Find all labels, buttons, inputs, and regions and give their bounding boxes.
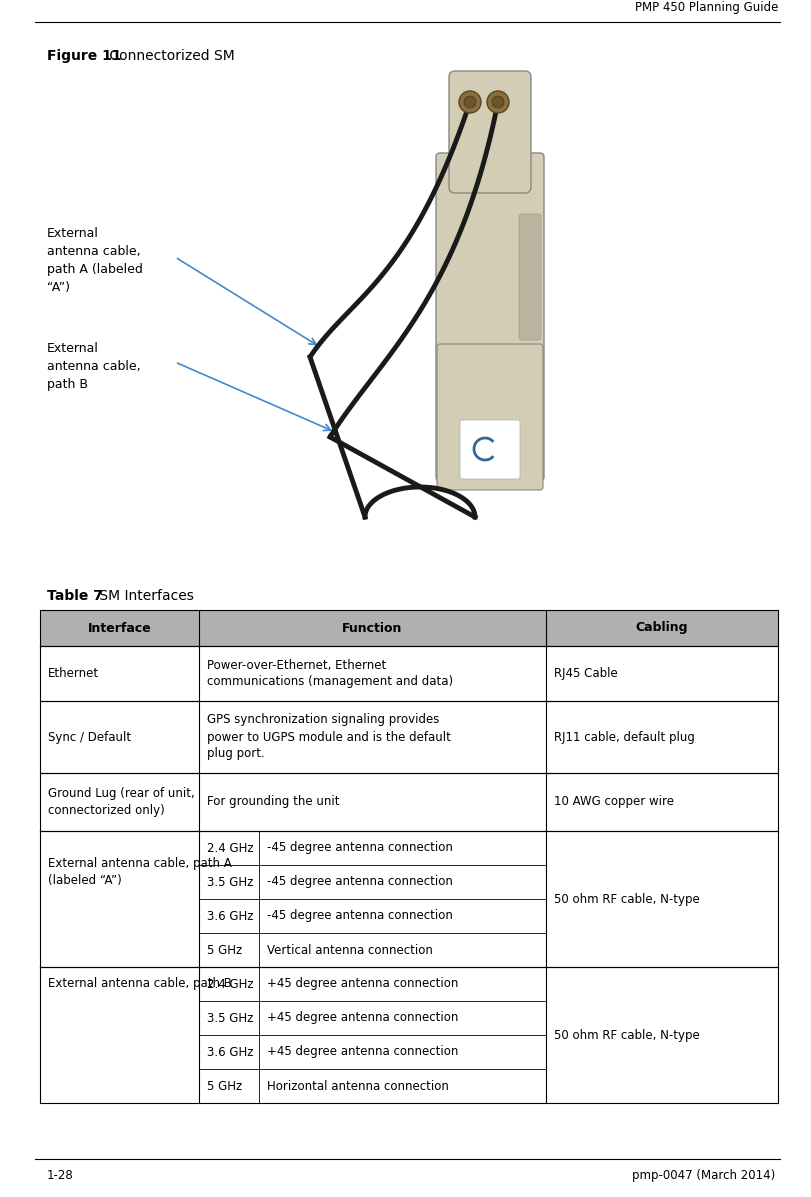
Text: External
antenna cable,
path B: External antenna cable, path B xyxy=(47,342,140,391)
Text: SM Interfaces: SM Interfaces xyxy=(95,589,194,603)
Text: Table 7: Table 7 xyxy=(47,589,103,603)
Text: Sync / Default: Sync / Default xyxy=(48,730,131,743)
Text: Connectorized SM: Connectorized SM xyxy=(105,49,234,63)
Text: External antenna cable, path A
(labeled “A”): External antenna cable, path A (labeled … xyxy=(48,857,232,887)
Text: Horizontal antenna connection: Horizontal antenna connection xyxy=(267,1080,448,1093)
Text: PMP 450 Planning Guide: PMP 450 Planning Guide xyxy=(635,1,778,14)
Text: Power-over-Ethernet, Ethernet
communications (management and data): Power-over-Ethernet, Ethernet communicat… xyxy=(207,658,453,688)
FancyBboxPatch shape xyxy=(519,214,541,340)
Text: 1-28: 1-28 xyxy=(47,1169,74,1181)
Circle shape xyxy=(464,96,476,108)
Text: RJ11 cable, default plug: RJ11 cable, default plug xyxy=(554,730,694,743)
FancyBboxPatch shape xyxy=(449,71,531,193)
Text: 2.4 GHz: 2.4 GHz xyxy=(207,978,253,990)
Text: -45 degree antenna connection: -45 degree antenna connection xyxy=(267,875,453,888)
Text: pmp-0047 (March 2014): pmp-0047 (March 2014) xyxy=(632,1169,775,1181)
Text: RJ45 Cable: RJ45 Cable xyxy=(554,667,617,680)
Text: +45 degree antenna connection: +45 degree antenna connection xyxy=(267,978,458,990)
Text: Ethernet: Ethernet xyxy=(48,667,99,680)
Bar xyxy=(457,142,523,172)
Text: 2.4 GHz: 2.4 GHz xyxy=(207,841,253,855)
Text: 3.5 GHz: 3.5 GHz xyxy=(207,1011,253,1025)
Text: -45 degree antenna connection: -45 degree antenna connection xyxy=(267,910,453,923)
Text: GPS synchronization signaling provides
power to UGPS module and is the default
p: GPS synchronization signaling provides p… xyxy=(207,713,451,760)
Text: 3.6 GHz: 3.6 GHz xyxy=(207,910,253,923)
Text: 5 GHz: 5 GHz xyxy=(207,943,242,956)
Circle shape xyxy=(487,91,509,113)
Circle shape xyxy=(459,91,481,113)
FancyBboxPatch shape xyxy=(436,153,544,481)
Text: Figure 11: Figure 11 xyxy=(47,49,122,63)
Text: 3.6 GHz: 3.6 GHz xyxy=(207,1045,253,1058)
Text: 3.5 GHz: 3.5 GHz xyxy=(207,875,253,888)
Text: 50 ohm RF cable, N-type: 50 ohm RF cable, N-type xyxy=(554,1028,699,1041)
Text: External antenna cable, path B: External antenna cable, path B xyxy=(48,978,232,990)
Bar xyxy=(40,610,778,646)
FancyBboxPatch shape xyxy=(460,420,520,479)
Text: External
antenna cable,
path A (labeled
“A”): External antenna cable, path A (labeled … xyxy=(47,227,143,294)
Text: Cabling: Cabling xyxy=(636,621,688,634)
Text: 50 ohm RF cable, N-type: 50 ohm RF cable, N-type xyxy=(554,893,699,905)
Text: -45 degree antenna connection: -45 degree antenna connection xyxy=(267,841,453,855)
Text: Interface: Interface xyxy=(88,621,151,634)
Text: Ground Lug (rear of unit,
connectorized only): Ground Lug (rear of unit, connectorized … xyxy=(48,786,195,818)
Text: +45 degree antenna connection: +45 degree antenna connection xyxy=(267,1011,458,1025)
Text: Vertical antenna connection: Vertical antenna connection xyxy=(267,943,432,956)
Text: 10 AWG copper wire: 10 AWG copper wire xyxy=(554,796,673,808)
Circle shape xyxy=(492,96,504,108)
FancyBboxPatch shape xyxy=(437,344,543,490)
Text: Function: Function xyxy=(342,621,402,634)
Text: +45 degree antenna connection: +45 degree antenna connection xyxy=(267,1045,458,1058)
Text: For grounding the unit: For grounding the unit xyxy=(207,796,339,808)
Text: 5 GHz: 5 GHz xyxy=(207,1080,242,1093)
